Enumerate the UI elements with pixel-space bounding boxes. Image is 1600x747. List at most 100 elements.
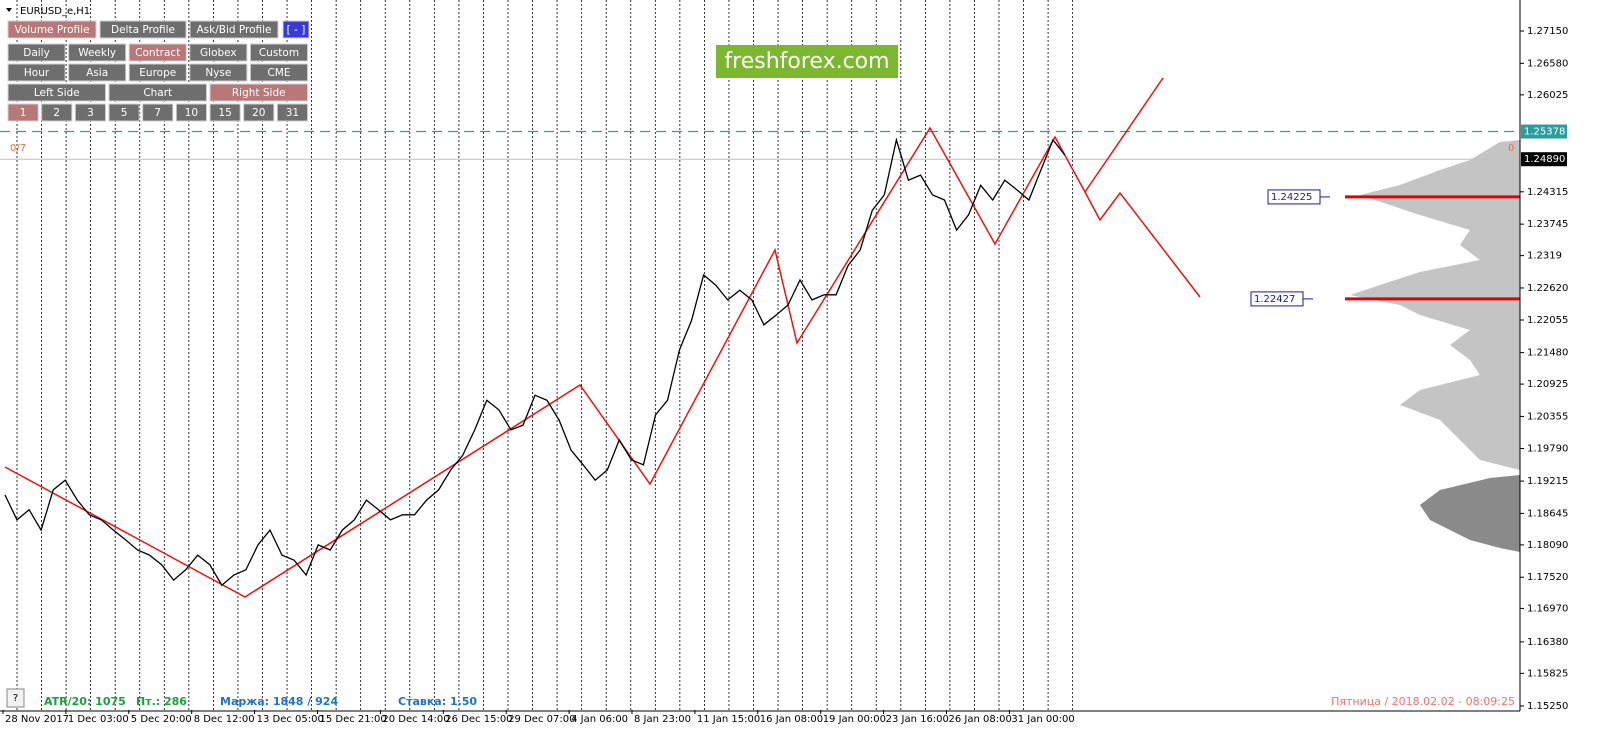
button[interactable]	[189, 43, 248, 62]
button-label[interactable]: Contract	[135, 47, 180, 59]
button[interactable]	[175, 103, 207, 122]
button-label[interactable]: 15	[218, 107, 231, 119]
atr: ATR/20: 1075	[44, 695, 126, 708]
button[interactable]	[108, 103, 140, 122]
button-label[interactable]: Hour	[24, 67, 50, 79]
button[interactable]	[108, 83, 207, 102]
button[interactable]	[249, 43, 308, 62]
y-tick-label: 1.23745	[1527, 219, 1568, 230]
x-tick-label: 28 Nov 2017	[5, 714, 69, 725]
button[interactable]	[7, 20, 97, 39]
button[interactable]	[68, 63, 127, 82]
button[interactable]	[74, 103, 107, 122]
button-label[interactable]: [ - ]	[287, 24, 306, 36]
button-label[interactable]: Asia	[86, 67, 108, 79]
button-label[interactable]: 1	[20, 107, 27, 119]
y-tick-label: 1.20355	[1527, 411, 1568, 422]
button-label[interactable]: Nyse	[205, 67, 231, 79]
button[interactable]	[128, 63, 187, 82]
button[interactable]	[7, 43, 66, 62]
bid-tag	[1521, 152, 1567, 167]
datetime: Пятница / 2018.02.02 - 08:09:25	[1331, 695, 1515, 708]
button-label[interactable]: 7	[154, 107, 161, 119]
button-label[interactable]: 31	[286, 107, 299, 119]
button[interactable]	[68, 43, 127, 62]
button-label[interactable]: 20	[252, 107, 265, 119]
y-tick-label: 1.17520	[1527, 572, 1568, 583]
button-label[interactable]: 10	[185, 107, 198, 119]
button[interactable]	[99, 20, 187, 39]
y-tick-label: 1.15825	[1527, 668, 1568, 679]
y-tick-label: 1.26580	[1527, 58, 1568, 69]
y-tick-label: 1.18090	[1527, 540, 1568, 551]
button-label[interactable]: Volume Profile	[14, 24, 89, 36]
button-label[interactable]: CME	[267, 67, 290, 79]
controls: Volume Profile Delta Profile Ask/Bid Profi…	[7, 20, 310, 122]
zigzag-projection	[1084, 77, 1164, 193]
y-tick-label: 1.19790	[1527, 443, 1568, 454]
x-tick-label: 5 Dec 20:00	[131, 714, 192, 725]
button[interactable]	[128, 43, 187, 62]
button-label[interactable]: Delta Profile	[111, 24, 175, 36]
x-tick-label: 8 Jan 23:00	[634, 714, 691, 725]
help-label[interactable]: ?	[13, 693, 18, 704]
x-tick-label: 8 Dec 12:00	[194, 714, 255, 725]
volume-profile-value-area	[1420, 475, 1520, 552]
button[interactable]	[142, 103, 174, 122]
button[interactable]	[7, 83, 106, 102]
button-label[interactable]: Right Side	[232, 87, 286, 99]
button[interactable]	[189, 63, 248, 82]
points: Пт.: 286	[136, 695, 187, 708]
button-label[interactable]: Ask/Bid Profile	[196, 24, 271, 36]
button-label[interactable]: 2	[53, 107, 60, 119]
levels: 1.24225 1.22427	[0, 130, 1520, 307]
button[interactable]	[209, 83, 308, 102]
button[interactable]	[282, 20, 310, 39]
poc-tag	[1250, 291, 1304, 307]
bid-label: 1.24890	[1524, 154, 1565, 165]
button-label[interactable]: Daily	[23, 47, 50, 59]
button-label[interactable]: Weekly	[78, 47, 116, 59]
poc-label: 1.22427	[1254, 294, 1295, 305]
button-label[interactable]: Custom	[259, 47, 299, 59]
button-label[interactable]: Chart	[143, 87, 172, 99]
y-tick-label: 1.18645	[1527, 508, 1568, 519]
button-label[interactable]: Left Side	[34, 87, 80, 99]
margin: Маржа: 1848 / 924	[220, 695, 338, 708]
button[interactable]	[249, 63, 308, 82]
counter-left: 0/7	[10, 143, 26, 154]
button-label[interactable]: Europe	[139, 67, 176, 79]
x-tick-label: 16 Jan 08:00	[760, 714, 823, 725]
y-tick-label: 1.2319	[1527, 251, 1562, 262]
x-tick-label: 20 Dec 14:00	[382, 714, 449, 725]
x-tick-label: 31 Jan 00:00	[1011, 714, 1074, 725]
button[interactable]	[189, 20, 279, 39]
price-series	[4, 137, 1066, 587]
zigzag	[4, 126, 1201, 598]
help-button[interactable]	[6, 688, 25, 708]
button[interactable]	[41, 103, 73, 122]
button[interactable]	[276, 103, 309, 122]
button-label[interactable]: 3	[87, 107, 94, 119]
button-label[interactable]: Globex	[200, 47, 237, 59]
poc-tag	[1267, 189, 1321, 205]
y-tick-label: 1.16970	[1527, 603, 1568, 614]
counter-right: 0	[1508, 143, 1514, 154]
button-label[interactable]: 5	[121, 107, 128, 119]
price-axis-panel	[1520, 0, 1600, 731]
volume-profile	[1350, 140, 1520, 470]
button[interactable]	[243, 103, 275, 122]
dashed-level-label: 1.25378	[1524, 127, 1565, 138]
x-tick-label: 29 Dec 07:00	[508, 714, 575, 725]
y-tick-label: 1.19215	[1527, 476, 1568, 487]
y-tick-label: 1.22055	[1527, 315, 1568, 326]
button[interactable]	[7, 103, 39, 122]
button[interactable]	[209, 103, 241, 122]
button[interactable]	[7, 63, 66, 82]
y-tick-label: 1.15250	[1527, 701, 1568, 712]
y-tick-label: 1.24315	[1527, 187, 1568, 198]
x-tick-label: 19 Jan 00:00	[823, 714, 886, 725]
x-tick-label: 26 Jan 08:00	[949, 714, 1012, 725]
poc-label: 1.24225	[1271, 192, 1312, 203]
